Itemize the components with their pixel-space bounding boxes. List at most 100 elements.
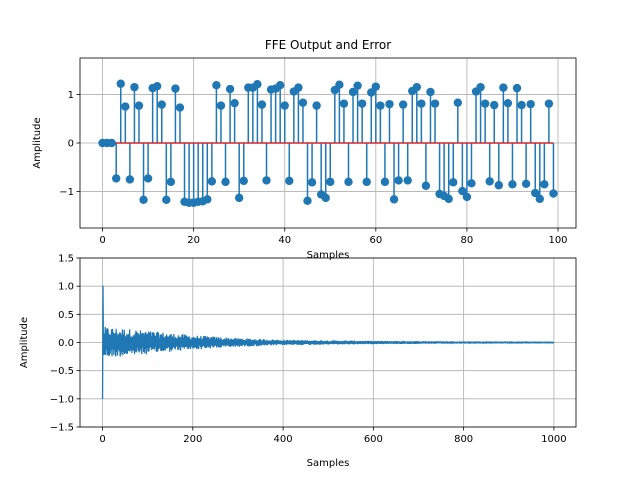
stem-marker [449,178,458,187]
x-tick-label: 100 [548,235,567,246]
stem-marker [417,99,426,108]
y-tick-label: −1 [59,187,74,198]
stem-marker [216,101,226,110]
stem-marker [339,99,349,108]
stem-marker [367,88,376,97]
stem-marker [462,192,472,202]
stem-marker [280,101,289,110]
y-tick-label: −1.0 [50,394,74,405]
y-tick-label: −0.5 [50,366,74,377]
x-tick-label: 60 [369,235,382,246]
stem-marker [143,174,153,183]
y-tick-label: −1.5 [50,423,74,434]
stem-marker [540,180,549,189]
stem-marker [335,80,344,89]
stem-marker [225,84,235,94]
x-tick-label: 400 [274,434,293,445]
stem-marker [430,99,440,108]
stem-marker [303,196,312,205]
error-plot-marks [101,285,555,399]
stem-marker [526,99,535,109]
stem-marker [230,98,239,108]
stem-marker [535,194,544,204]
stem-marker [453,98,463,107]
stem-marker [348,87,358,97]
y-tick-label: 1 [68,90,74,101]
stem-marker [512,83,522,93]
stem-marker [275,81,285,90]
stem-marker [490,100,499,110]
stem-marker [521,179,531,188]
stem-marker [326,177,335,187]
stem-marker [549,189,558,198]
stem-marker [353,81,362,90]
stem-marker [112,174,121,183]
stem-marker [476,82,485,92]
x-tick-label: 80 [461,235,474,246]
stem-marker [398,100,408,109]
stem-marker [221,177,230,187]
stem-marker [389,195,399,204]
x-tick-label: 200 [183,434,202,445]
stem-marker [207,177,217,186]
stem-marker [212,81,221,90]
stem-marker [385,99,394,109]
stem-plot-xlabel: Samples [307,250,350,261]
error-series-line [101,285,555,399]
x-tick-label: 1000 [541,434,566,445]
x-tick-label: 600 [364,434,383,445]
stem-marker [116,79,125,88]
y-tick-label: 1.0 [58,282,74,293]
stem-marker [157,100,166,109]
x-tick-label: 0 [99,434,105,445]
error-plot-ylabel: Amplitude [19,317,30,368]
error-plot-axes: 0 200 400 600 800 1000 −1.5 −1.0 −0.5 0.0 0.5 1.0 1.… [19,254,577,469]
stem-plot-axes: 0 20 40 60 80 100 −1 0 1 FFE Output and Error Am… [32,38,577,261]
stem-marker [412,82,422,92]
stem-marker [444,194,453,204]
stem-marker [153,81,162,91]
stem-marker [312,101,321,110]
stem-marker [285,176,294,186]
stem-marker [380,177,390,187]
stem-marker [175,103,185,112]
stem-marker [134,101,144,110]
stem-marker [371,82,381,91]
stem-plot-ticks: 0 20 40 60 80 100 −1 0 1 [59,90,567,246]
chart-title: FFE Output and Error [265,38,391,52]
stem-marker [253,80,262,89]
stem-marker [130,82,139,92]
stem-marker [485,177,494,186]
stem-marker [508,180,517,189]
stem-marker [234,193,244,203]
error-plot-xlabel: Samples [307,458,350,469]
stem-marker [294,83,303,92]
stem-marker [394,176,403,185]
error-plot-ticks: 0 200 400 600 800 1000 −1.5 −1.0 −0.5 0.0 0.5 1.0 1.… [50,254,567,446]
stem-marker [344,177,353,187]
stem-marker [499,83,508,92]
stem-marker [107,138,116,148]
stem-marker [517,100,526,110]
stem-marker [503,98,513,108]
x-tick-label: 40 [278,235,291,246]
stem-marker [125,175,135,184]
stem-marker [162,195,171,205]
stem-marker [458,186,467,196]
stem-marker [357,99,367,108]
x-tick-label: 20 [187,235,200,246]
stem-marker [531,188,540,198]
x-tick-label: 800 [454,434,473,445]
stem-marker [426,87,435,97]
stem-marker [203,195,212,204]
stem-marker [403,176,412,185]
stem-marker [467,179,476,188]
stem-marker [121,102,130,111]
stem-marker [171,84,180,93]
stem-marker [262,176,271,185]
stem-marker [480,99,490,108]
stem-marker [257,100,267,109]
stem-plot-marks [98,79,558,207]
stem-marker [239,176,248,186]
